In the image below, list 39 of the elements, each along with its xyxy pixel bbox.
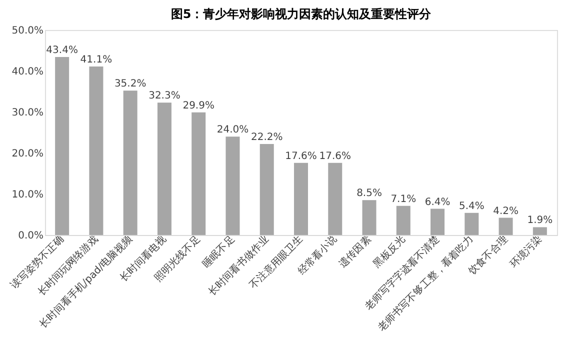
data-label: 17.6% bbox=[285, 150, 317, 162]
data-label: 35.2% bbox=[114, 78, 146, 90]
y-tick-label: 30.0% bbox=[12, 108, 44, 118]
data-label: 1.9% bbox=[527, 215, 553, 226]
data-label: 32.3% bbox=[148, 90, 180, 102]
data-label: 6.4% bbox=[424, 196, 450, 208]
bar bbox=[157, 102, 172, 235]
data-label: 5.4% bbox=[458, 200, 484, 212]
bar bbox=[192, 112, 206, 235]
y-tick-label: 10.0% bbox=[12, 190, 44, 200]
bar bbox=[260, 144, 274, 235]
bar bbox=[430, 208, 445, 235]
data-label: 41.1% bbox=[80, 54, 112, 66]
bar bbox=[498, 218, 513, 235]
bar bbox=[89, 66, 104, 235]
data-label: 4.2% bbox=[493, 206, 519, 217]
bar bbox=[396, 206, 410, 235]
bar bbox=[532, 227, 547, 235]
bar bbox=[226, 136, 240, 235]
data-label: 8.5% bbox=[356, 188, 382, 200]
data-label: 29.9% bbox=[182, 100, 214, 112]
data-label: 24.0% bbox=[216, 124, 249, 136]
data-label: 17.6% bbox=[319, 150, 352, 162]
bar bbox=[362, 200, 376, 235]
y-tick-label: 0.0% bbox=[18, 230, 44, 242]
bar bbox=[123, 90, 138, 235]
y-tick-label: 40.0% bbox=[12, 66, 44, 78]
data-label: 43.4% bbox=[46, 45, 78, 56]
bar bbox=[464, 212, 479, 235]
bar bbox=[55, 57, 70, 235]
x-tick-label: 遗传因素 bbox=[336, 233, 374, 270]
chart-title: 图5：青少年对影响视力因素的认知及重要性评分 bbox=[170, 7, 432, 21]
data-label: 7.1% bbox=[390, 194, 416, 205]
x-tick-label: 环境污染 bbox=[507, 233, 544, 270]
y-tick-label: 50.0% bbox=[12, 26, 44, 36]
y-tick-label: 20.0% bbox=[12, 148, 44, 160]
data-label: 22.2% bbox=[250, 132, 283, 143]
bar bbox=[328, 162, 342, 235]
bar bbox=[294, 162, 308, 235]
